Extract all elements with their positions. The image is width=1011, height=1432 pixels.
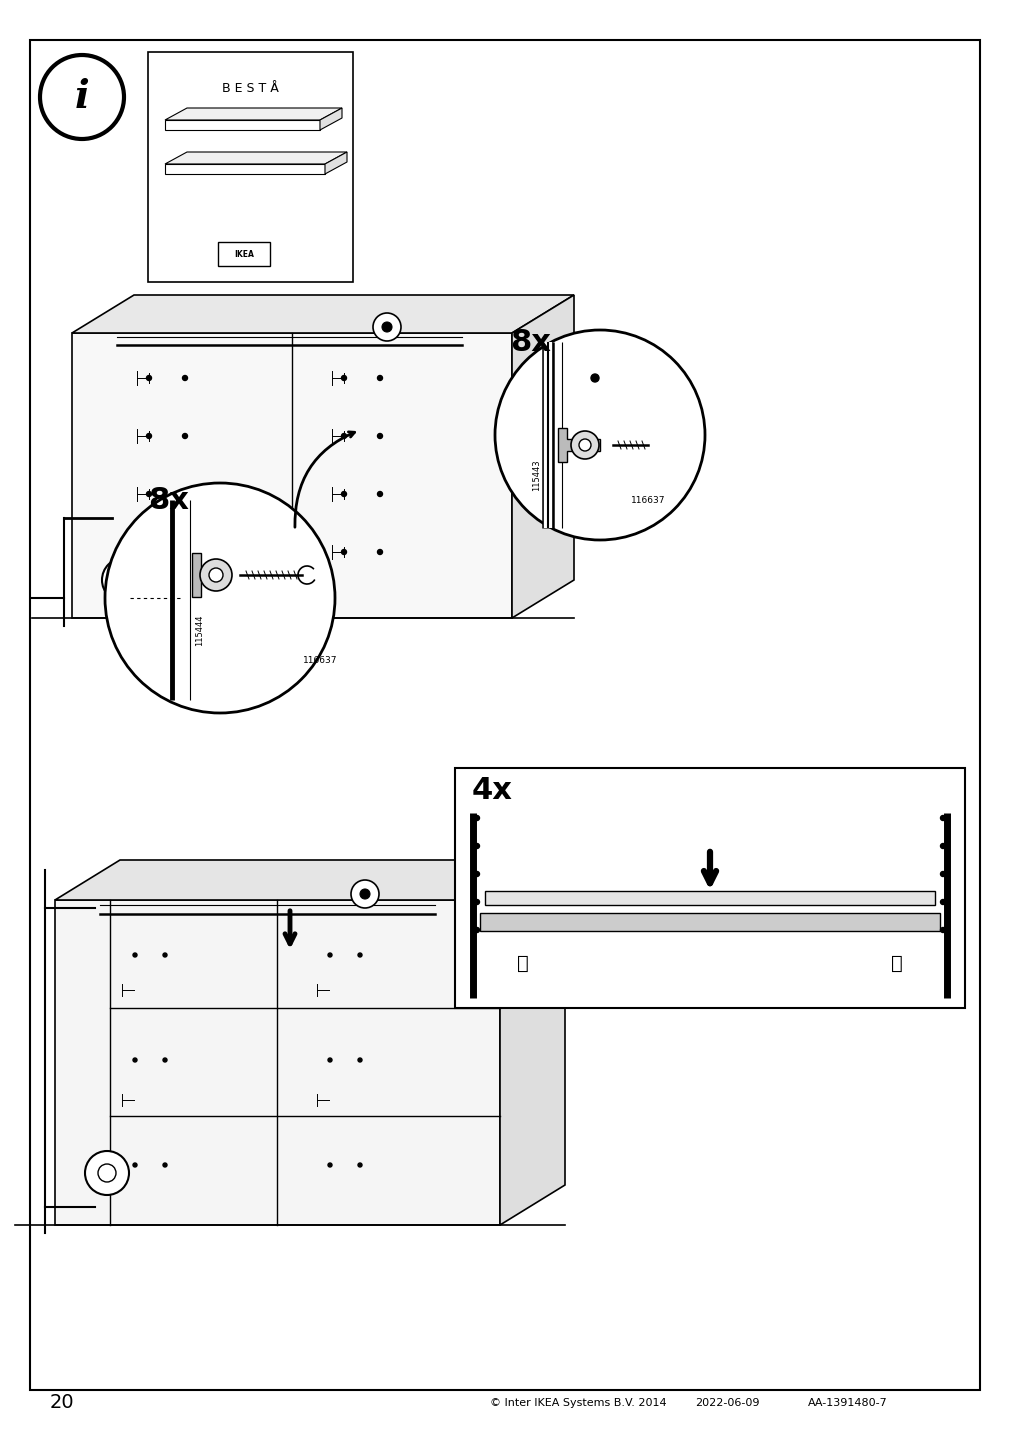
Circle shape bbox=[328, 1163, 332, 1167]
Circle shape bbox=[147, 434, 152, 438]
Polygon shape bbox=[55, 899, 499, 1224]
FancyBboxPatch shape bbox=[455, 768, 964, 1008]
Circle shape bbox=[105, 483, 335, 713]
Circle shape bbox=[358, 954, 362, 957]
Text: 8x: 8x bbox=[148, 485, 189, 514]
Text: 4x: 4x bbox=[471, 776, 513, 805]
Circle shape bbox=[341, 434, 346, 438]
Circle shape bbox=[132, 1163, 136, 1167]
Circle shape bbox=[351, 881, 379, 908]
Circle shape bbox=[182, 434, 187, 438]
Circle shape bbox=[98, 1164, 116, 1181]
Polygon shape bbox=[192, 553, 229, 597]
Text: 20: 20 bbox=[50, 1393, 75, 1412]
Polygon shape bbox=[319, 107, 342, 130]
Circle shape bbox=[163, 1058, 167, 1063]
Text: 🤚: 🤚 bbox=[891, 954, 902, 972]
Circle shape bbox=[182, 375, 187, 381]
Circle shape bbox=[358, 1058, 362, 1063]
Circle shape bbox=[377, 434, 382, 438]
Text: ✋: ✋ bbox=[517, 954, 529, 972]
Circle shape bbox=[474, 899, 479, 905]
Circle shape bbox=[163, 1163, 167, 1167]
Circle shape bbox=[182, 550, 187, 554]
Circle shape bbox=[147, 491, 152, 497]
Polygon shape bbox=[479, 914, 939, 931]
Circle shape bbox=[474, 872, 479, 876]
Circle shape bbox=[132, 1058, 136, 1063]
Circle shape bbox=[590, 374, 599, 382]
Text: 115443: 115443 bbox=[532, 460, 541, 491]
Polygon shape bbox=[165, 107, 342, 120]
Circle shape bbox=[377, 550, 382, 554]
Circle shape bbox=[341, 491, 346, 497]
Text: i: i bbox=[75, 77, 89, 116]
Polygon shape bbox=[165, 165, 325, 175]
Polygon shape bbox=[72, 334, 512, 619]
Circle shape bbox=[328, 1058, 332, 1063]
Text: © Inter IKEA Systems B.V. 2014: © Inter IKEA Systems B.V. 2014 bbox=[489, 1398, 666, 1408]
Circle shape bbox=[377, 375, 382, 381]
Circle shape bbox=[147, 550, 152, 554]
Circle shape bbox=[474, 843, 479, 849]
Circle shape bbox=[474, 928, 479, 932]
Circle shape bbox=[377, 491, 382, 497]
Circle shape bbox=[163, 954, 167, 957]
Circle shape bbox=[132, 954, 136, 957]
Circle shape bbox=[939, 899, 944, 905]
Circle shape bbox=[328, 954, 332, 957]
Polygon shape bbox=[512, 295, 573, 619]
Circle shape bbox=[939, 843, 944, 849]
Text: B E S T Å: B E S T Å bbox=[221, 82, 278, 95]
Polygon shape bbox=[325, 152, 347, 175]
Circle shape bbox=[474, 815, 479, 821]
Circle shape bbox=[373, 314, 400, 341]
Circle shape bbox=[939, 872, 944, 876]
Circle shape bbox=[578, 440, 590, 451]
Polygon shape bbox=[499, 861, 564, 1224]
Circle shape bbox=[40, 54, 124, 139]
Circle shape bbox=[358, 1163, 362, 1167]
Circle shape bbox=[381, 322, 391, 332]
Text: 8x: 8x bbox=[510, 328, 550, 357]
Circle shape bbox=[341, 550, 346, 554]
Circle shape bbox=[341, 375, 346, 381]
Circle shape bbox=[114, 570, 133, 590]
Circle shape bbox=[85, 1151, 128, 1194]
Circle shape bbox=[182, 491, 187, 497]
Polygon shape bbox=[557, 428, 600, 463]
Circle shape bbox=[102, 558, 146, 601]
Polygon shape bbox=[165, 152, 347, 165]
Polygon shape bbox=[55, 861, 564, 899]
Circle shape bbox=[570, 431, 599, 460]
Circle shape bbox=[939, 928, 944, 932]
Polygon shape bbox=[484, 891, 934, 905]
Text: 116637: 116637 bbox=[302, 656, 337, 664]
Circle shape bbox=[147, 375, 152, 381]
Text: IKEA: IKEA bbox=[234, 249, 254, 259]
Text: 116637: 116637 bbox=[630, 495, 664, 504]
Circle shape bbox=[939, 815, 944, 821]
Circle shape bbox=[494, 329, 705, 540]
FancyBboxPatch shape bbox=[217, 242, 270, 266]
FancyBboxPatch shape bbox=[148, 52, 353, 282]
Circle shape bbox=[200, 558, 232, 591]
Text: AA-1391480-7: AA-1391480-7 bbox=[807, 1398, 887, 1408]
Circle shape bbox=[209, 569, 222, 581]
Polygon shape bbox=[72, 295, 573, 334]
Circle shape bbox=[360, 889, 370, 899]
FancyBboxPatch shape bbox=[30, 40, 979, 1390]
Text: 115444: 115444 bbox=[195, 614, 204, 646]
Polygon shape bbox=[165, 120, 319, 130]
Text: 2022-06-09: 2022-06-09 bbox=[695, 1398, 758, 1408]
